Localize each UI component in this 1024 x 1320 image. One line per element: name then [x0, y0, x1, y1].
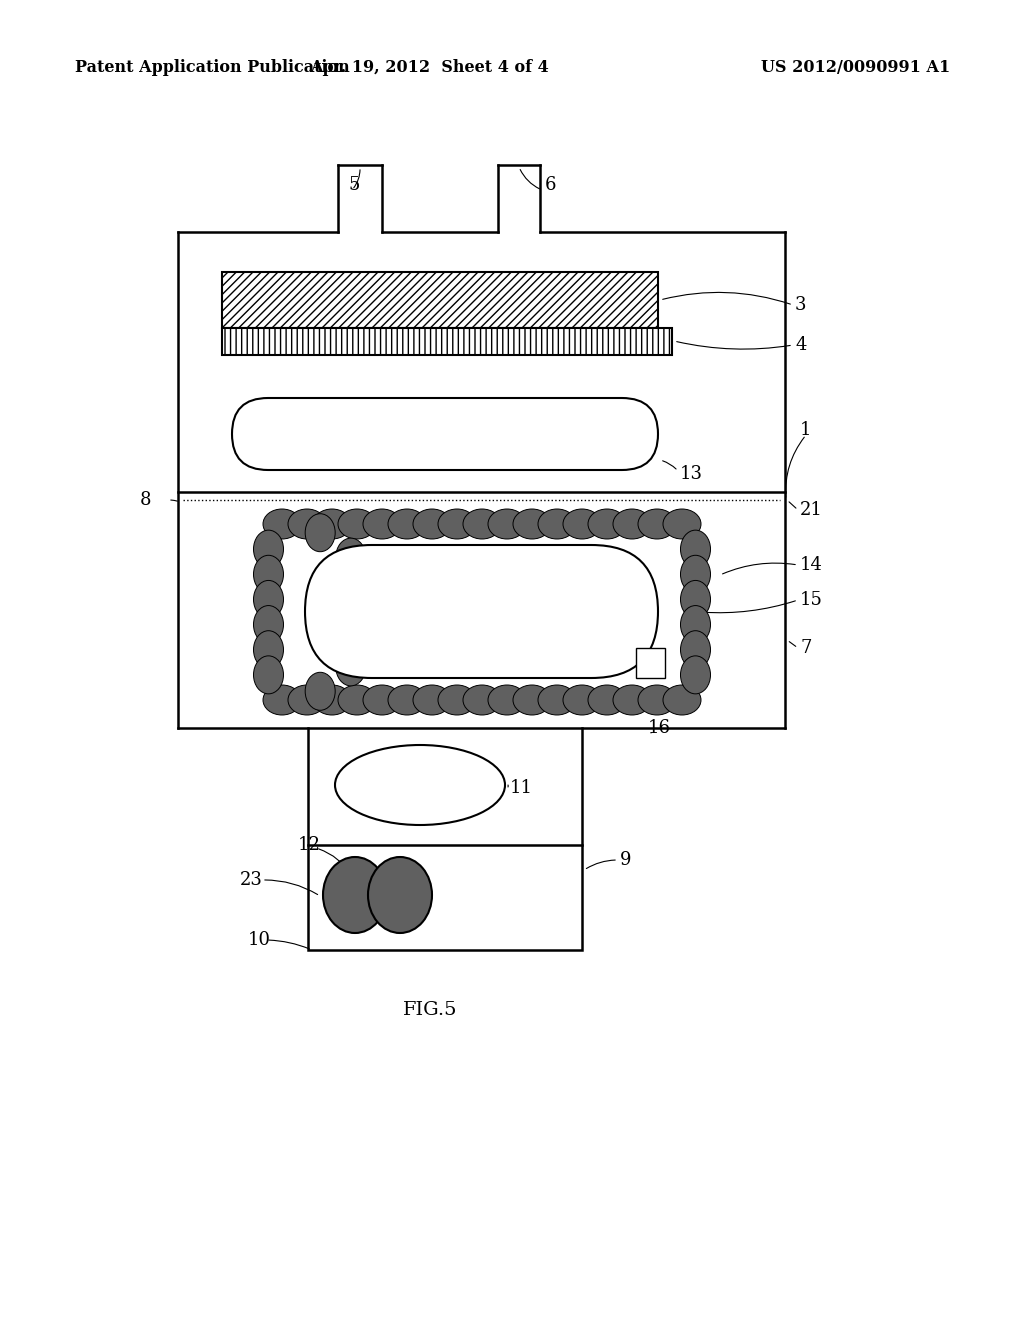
Text: 15: 15: [800, 591, 823, 609]
Text: 5: 5: [348, 176, 359, 194]
Ellipse shape: [305, 513, 335, 552]
Ellipse shape: [613, 685, 651, 715]
Text: 6: 6: [545, 176, 556, 194]
Text: 9: 9: [620, 851, 632, 869]
Ellipse shape: [362, 510, 401, 539]
Text: 14: 14: [800, 556, 823, 574]
Ellipse shape: [313, 510, 351, 539]
Ellipse shape: [368, 857, 432, 933]
Ellipse shape: [538, 685, 575, 715]
Ellipse shape: [362, 685, 401, 715]
Ellipse shape: [463, 685, 501, 715]
Ellipse shape: [388, 685, 426, 715]
Text: 21: 21: [800, 502, 823, 519]
Ellipse shape: [338, 685, 376, 715]
Ellipse shape: [681, 531, 711, 568]
Ellipse shape: [681, 656, 711, 694]
Text: 1: 1: [800, 421, 811, 440]
Ellipse shape: [513, 685, 551, 715]
Ellipse shape: [353, 573, 383, 611]
Ellipse shape: [563, 685, 601, 715]
Text: 4: 4: [795, 337, 806, 354]
Ellipse shape: [663, 510, 701, 539]
FancyBboxPatch shape: [305, 545, 658, 678]
Text: FIG.5: FIG.5: [402, 1001, 458, 1019]
Text: 8: 8: [140, 491, 152, 510]
Text: 10: 10: [248, 931, 271, 949]
Ellipse shape: [681, 631, 711, 669]
Text: 11: 11: [510, 779, 534, 797]
Ellipse shape: [353, 612, 383, 651]
Ellipse shape: [335, 744, 505, 825]
Ellipse shape: [538, 510, 575, 539]
Ellipse shape: [613, 510, 651, 539]
Text: 23: 23: [240, 871, 263, 888]
Ellipse shape: [681, 556, 711, 593]
Ellipse shape: [254, 631, 284, 669]
Ellipse shape: [254, 531, 284, 568]
Ellipse shape: [588, 685, 626, 715]
Ellipse shape: [681, 581, 711, 619]
Ellipse shape: [323, 857, 387, 933]
FancyBboxPatch shape: [232, 399, 658, 470]
Text: 3: 3: [795, 296, 807, 314]
Ellipse shape: [513, 510, 551, 539]
Ellipse shape: [488, 510, 526, 539]
Text: US 2012/0090991 A1: US 2012/0090991 A1: [761, 59, 950, 77]
Ellipse shape: [254, 606, 284, 644]
Ellipse shape: [263, 510, 301, 539]
Text: 16: 16: [648, 719, 671, 737]
Text: Patent Application Publication: Patent Application Publication: [75, 59, 350, 77]
Ellipse shape: [313, 685, 351, 715]
Ellipse shape: [663, 685, 701, 715]
Bar: [308, 729, 582, 950]
Ellipse shape: [388, 510, 426, 539]
Text: 13: 13: [680, 465, 703, 483]
Ellipse shape: [488, 685, 526, 715]
Bar: [222, 327, 672, 355]
Ellipse shape: [288, 510, 326, 539]
Ellipse shape: [681, 606, 711, 644]
Ellipse shape: [338, 510, 376, 539]
Ellipse shape: [638, 685, 676, 715]
Ellipse shape: [254, 581, 284, 619]
Ellipse shape: [463, 510, 501, 539]
Ellipse shape: [438, 510, 476, 539]
Bar: [222, 272, 658, 327]
Text: 12: 12: [298, 836, 321, 854]
Ellipse shape: [438, 685, 476, 715]
Text: Apr. 19, 2012  Sheet 4 of 4: Apr. 19, 2012 Sheet 4 of 4: [310, 59, 549, 77]
Ellipse shape: [288, 685, 326, 715]
Ellipse shape: [336, 648, 366, 686]
Ellipse shape: [563, 510, 601, 539]
Ellipse shape: [588, 510, 626, 539]
Ellipse shape: [336, 539, 366, 576]
Ellipse shape: [413, 685, 451, 715]
Text: 7: 7: [800, 639, 811, 657]
Ellipse shape: [263, 685, 301, 715]
Bar: [636, 648, 665, 678]
Ellipse shape: [305, 672, 335, 710]
Ellipse shape: [254, 556, 284, 593]
Ellipse shape: [638, 510, 676, 539]
Ellipse shape: [413, 510, 451, 539]
Ellipse shape: [254, 656, 284, 694]
